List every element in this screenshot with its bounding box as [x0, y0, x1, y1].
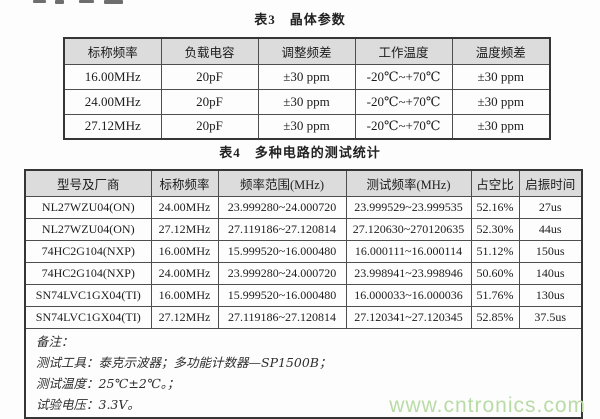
table-row: 24.00MHz 20pF ±30 ppm -20℃~+70℃ ±30 ppm	[63, 88, 551, 115]
notes-cell: 备注： 测试工具：泰克示波器；多功能计数器—SP1500B； 测试温度：25℃±…	[24, 327, 583, 418]
table3-cell: ±30 ppm	[451, 63, 551, 90]
table3-cell: 27.12MHz	[63, 113, 162, 140]
table4-cell: 130us	[518, 283, 583, 307]
table3-cell: 16.00MHz	[63, 63, 162, 90]
note-test-tools: 测试工具：泰克示波器；多功能计数器—SP1500B；	[36, 354, 332, 370]
table3-header: 温度频差	[451, 37, 551, 65]
table3-cell: ±30 ppm	[451, 113, 551, 140]
note-test-temperature: 测试温度：25℃±2℃。；	[36, 375, 180, 391]
table3-cell: ±30 ppm	[257, 113, 356, 140]
table4-cell: 52.30%	[470, 217, 520, 241]
table4-cell: NL27WZU04(ON)	[24, 217, 152, 241]
table3-cell: ±30 ppm	[257, 63, 356, 90]
table4-cell: 27.12MHz	[150, 217, 219, 241]
table-row: 74HC2G104(NXP) 24.00MHz 23.999280~24.000…	[24, 261, 583, 285]
note-remark-label: 备注：	[36, 333, 74, 349]
table4-header: 启振时间	[518, 169, 583, 197]
table3-header-row: 标称频率 负载电容 调整频差 工作温度 温度频差	[63, 37, 551, 65]
note-test-voltage: 试验电压：3.3V。	[36, 396, 140, 412]
table4-cell: SN74LVC1GX04(TI)	[24, 283, 152, 307]
table4-cell: 51.76%	[470, 283, 520, 307]
table3-title: 表3 晶体参数	[254, 12, 346, 27]
cropped-text-artifact	[104, 0, 123, 4]
table4-cell: 150us	[518, 239, 583, 263]
table-row: SN74LVC1GX04(TI) 27.12MHz 27.119186~27.1…	[24, 305, 583, 329]
table4-cell: 23.998941~23.998946	[345, 261, 472, 285]
table4: 型号及厂商 标称频率 频率范围(MHz) 测试频率(MHz) 占空比 启振时间 …	[24, 169, 583, 419]
table4-cell: 24.00MHz	[150, 261, 219, 285]
table3-cell: -20℃~+70℃	[354, 113, 453, 140]
table4-cell: NL27WZU04(ON)	[24, 195, 152, 219]
watermark-text: www.cntronics.com	[389, 394, 586, 417]
table-row: SN74LVC1GX04(TI) 16.00MHz 15.999520~16.0…	[24, 283, 583, 307]
cropped-text-artifact	[79, 0, 94, 3]
table4-cell: 27.12MHz	[150, 305, 219, 329]
table3-cell: ±30 ppm	[451, 88, 551, 115]
table3-cell: -20℃~+70℃	[354, 88, 453, 115]
table4-cell: 74HC2G104(NXP)	[24, 261, 152, 285]
table-row: NL27WZU04(ON) 24.00MHz 23.999280~24.0007…	[24, 195, 583, 219]
table3-header: 负载电容	[160, 37, 259, 65]
table4-header-row: 型号及厂商 标称频率 频率范围(MHz) 测试频率(MHz) 占空比 启振时间	[24, 169, 583, 197]
table4-cell: 27.120341~27.120345	[345, 305, 472, 329]
table4-cell: 27.120630~270120635	[345, 217, 472, 241]
table4-cell: 23.999529~23.999535	[345, 195, 472, 219]
table4-cell: 15.999520~16.000480	[217, 283, 347, 307]
table3-cell: 24.00MHz	[63, 88, 162, 115]
table4-cell: 27.119186~27.120814	[217, 217, 347, 241]
table-row: NL27WZU04(ON) 27.12MHz 27.119186~27.1208…	[24, 217, 583, 241]
table3-cell: 20pF	[160, 63, 259, 90]
table4-cell: 51.12%	[470, 239, 520, 263]
table-row: 74HC2G104(NXP) 16.00MHz 15.999520~16.000…	[24, 239, 583, 263]
table4-cell: 23.999280~24.000720	[217, 195, 347, 219]
table4-header: 频率范围(MHz)	[217, 169, 347, 197]
table4-cell: 44us	[518, 217, 583, 241]
table3-header: 工作温度	[354, 37, 453, 65]
table4-cell: 50.60%	[470, 261, 520, 285]
table4-cell: 37.5us	[518, 305, 583, 329]
table4-cell: 24.00MHz	[150, 195, 219, 219]
notes-row: 备注： 测试工具：泰克示波器；多功能计数器—SP1500B； 测试温度：25℃±…	[24, 327, 583, 418]
table-row: 16.00MHz 20pF ±30 ppm -20℃~+70℃ ±30 ppm	[63, 63, 551, 90]
table-row: 27.12MHz 20pF ±30 ppm -20℃~+70℃ ±30 ppm	[63, 113, 551, 140]
table4-cell: SN74LVC1GX04(TI)	[24, 305, 152, 329]
table4-cell: 15.999520~16.000480	[217, 239, 347, 263]
table4-cell: 16.000033~16.000036	[345, 283, 472, 307]
table3-cell: 20pF	[160, 113, 259, 140]
table4-cell: 16.000111~16.000114	[345, 239, 472, 263]
table3: 标称频率 负载电容 调整频差 工作温度 温度频差 16.00MHz 20pF ±…	[63, 37, 551, 140]
table4-cell: 52.85%	[470, 305, 520, 329]
table4-cell: 52.16%	[470, 195, 520, 219]
table3-cell: ±30 ppm	[257, 88, 356, 115]
cropped-text-artifact	[55, 0, 64, 4]
table4-cell: 140us	[518, 261, 583, 285]
table4-title: 表4 多种电路的测试统计	[219, 145, 381, 160]
table4-header: 型号及厂商	[24, 169, 152, 197]
table3-header: 调整频差	[257, 37, 356, 65]
table3-header: 标称频率	[63, 37, 162, 65]
table4-cell: 27us	[518, 195, 583, 219]
cropped-text-artifact	[33, 0, 46, 3]
table4-cell: 16.00MHz	[150, 239, 219, 263]
table4-cell: 27.119186~27.120814	[217, 305, 347, 329]
table4-header: 占空比	[470, 169, 520, 197]
table4-cell: 16.00MHz	[150, 283, 219, 307]
table3-cell: -20℃~+70℃	[354, 63, 453, 90]
table4-cell: 74HC2G104(NXP)	[24, 239, 152, 263]
table4-header: 标称频率	[150, 169, 219, 197]
table4-cell: 23.999280~24.000720	[217, 261, 347, 285]
table4-header: 测试频率(MHz)	[345, 169, 472, 197]
table3-cell: 20pF	[160, 88, 259, 115]
